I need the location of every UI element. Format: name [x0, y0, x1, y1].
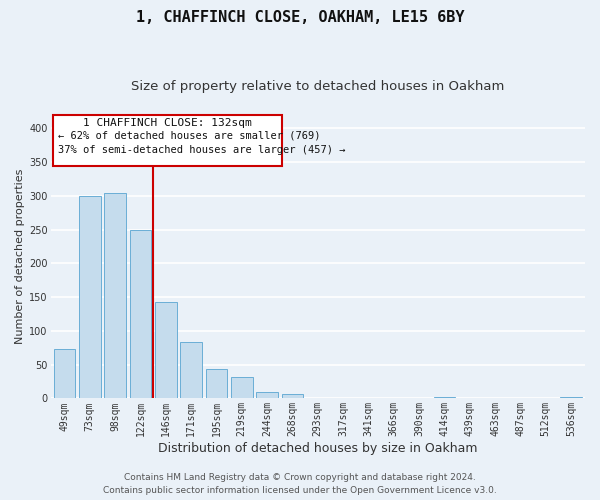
Bar — [256, 392, 278, 398]
Text: Contains HM Land Registry data © Crown copyright and database right 2024.
Contai: Contains HM Land Registry data © Crown c… — [103, 474, 497, 495]
Bar — [560, 397, 582, 398]
Title: Size of property relative to detached houses in Oakham: Size of property relative to detached ho… — [131, 80, 505, 93]
Bar — [130, 230, 151, 398]
Bar — [281, 394, 303, 398]
FancyBboxPatch shape — [53, 115, 283, 166]
Bar — [104, 192, 126, 398]
Bar — [79, 196, 101, 398]
Text: 1, CHAFFINCH CLOSE, OAKHAM, LE15 6BY: 1, CHAFFINCH CLOSE, OAKHAM, LE15 6BY — [136, 10, 464, 25]
Text: 1 CHAFFINCH CLOSE: 132sqm: 1 CHAFFINCH CLOSE: 132sqm — [83, 118, 252, 128]
Bar — [181, 342, 202, 398]
X-axis label: Distribution of detached houses by size in Oakham: Distribution of detached houses by size … — [158, 442, 478, 455]
Bar — [434, 397, 455, 398]
Text: 37% of semi-detached houses are larger (457) →: 37% of semi-detached houses are larger (… — [58, 145, 346, 155]
Y-axis label: Number of detached properties: Number of detached properties — [15, 169, 25, 344]
Bar — [155, 302, 176, 398]
Text: ← 62% of detached houses are smaller (769): ← 62% of detached houses are smaller (76… — [58, 130, 321, 140]
Bar — [54, 349, 75, 399]
Bar — [206, 368, 227, 398]
Bar — [231, 377, 253, 398]
